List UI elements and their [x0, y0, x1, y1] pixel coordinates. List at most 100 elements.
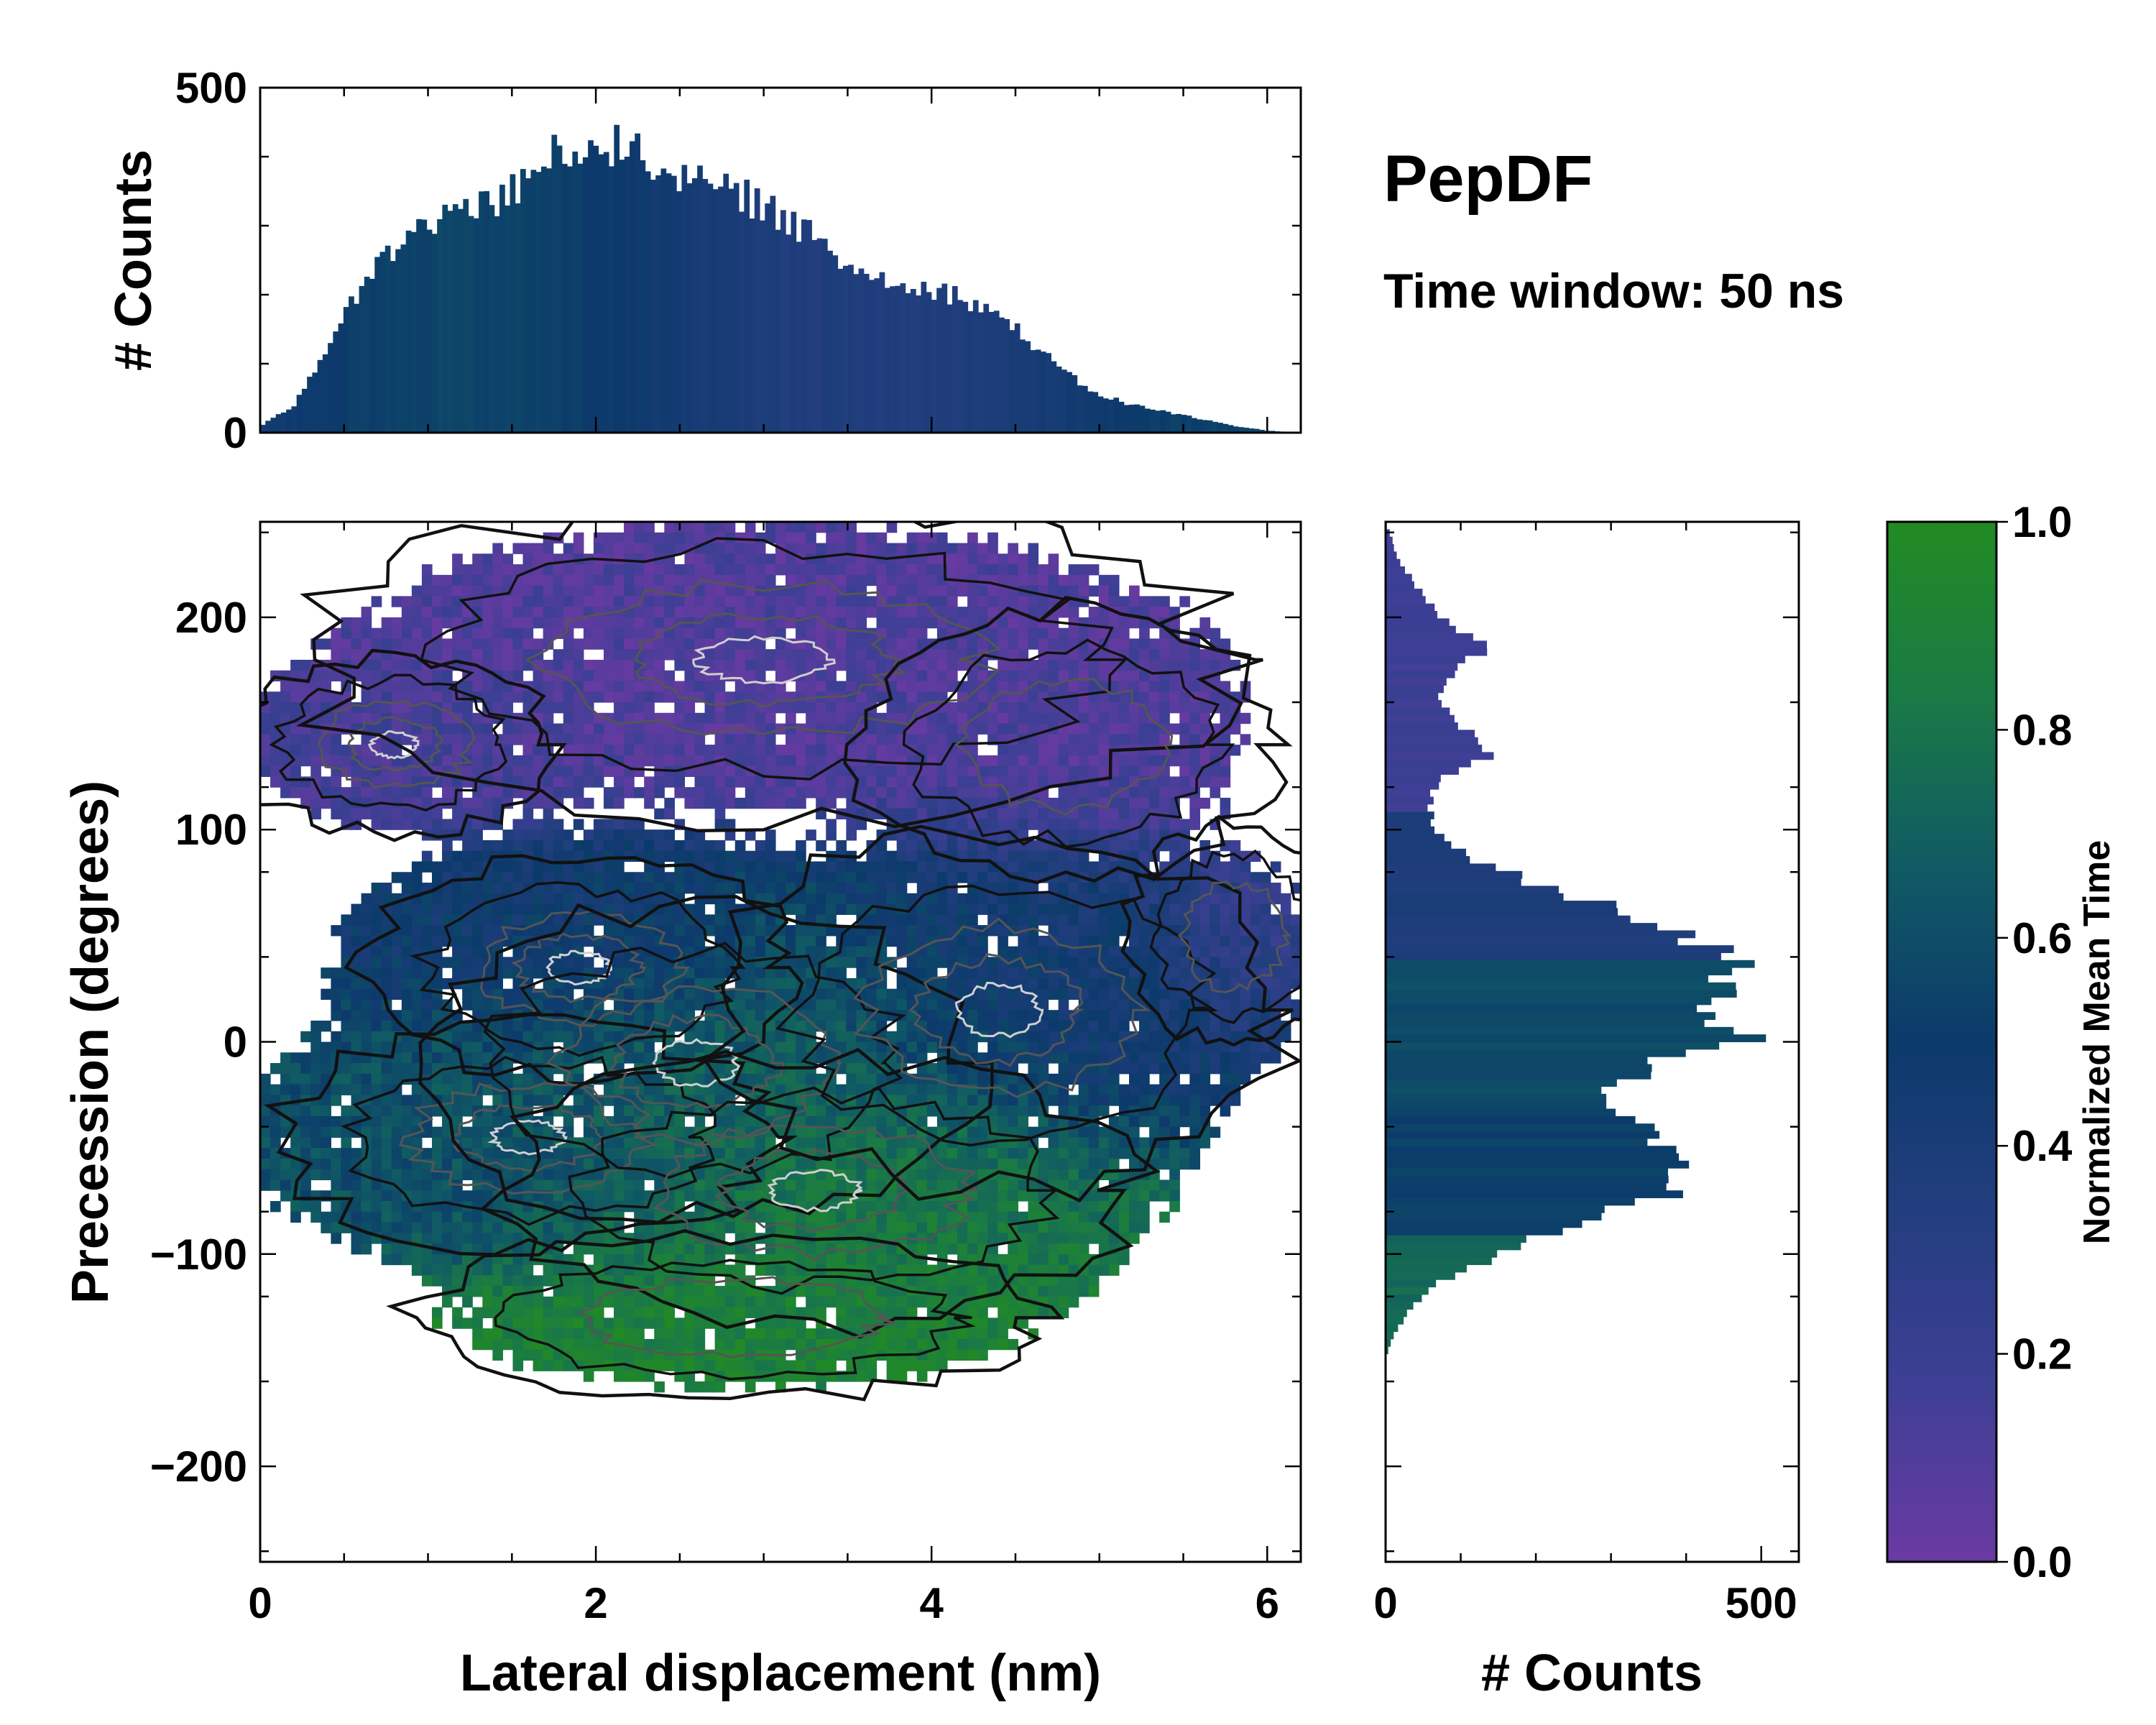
- heatmap-cell: [846, 1116, 857, 1128]
- heatmap-cell: [563, 1031, 574, 1043]
- heatmap-cell: [543, 691, 554, 703]
- heatmap-cell: [310, 1031, 321, 1043]
- heatmap-cell: [462, 829, 473, 841]
- heatmap-cell: [846, 638, 857, 650]
- heatmap-cell: [512, 840, 524, 852]
- top-histogram-bar: [848, 264, 854, 433]
- heatmap-cell: [1240, 999, 1251, 1011]
- heatmap-cell: [543, 829, 554, 841]
- heatmap-cell: [533, 840, 544, 852]
- heatmap-cell: [341, 649, 352, 661]
- heatmap-cell: [462, 649, 473, 661]
- heatmap-cell: [573, 893, 584, 905]
- heatmap-cell: [371, 745, 382, 756]
- heatmap-cell: [563, 681, 574, 692]
- heatmap-cell: [1189, 1052, 1201, 1064]
- heatmap-cell: [836, 999, 847, 1011]
- heatmap-cell: [563, 776, 574, 788]
- heatmap-cell: [967, 723, 978, 735]
- top-histogram-bar: [1102, 398, 1109, 433]
- heatmap-cell: [664, 712, 675, 724]
- top-histogram-bar: [1238, 427, 1244, 433]
- heatmap-cell: [967, 861, 978, 873]
- heatmap-cell: [664, 914, 675, 926]
- heatmap-cell: [1179, 1095, 1190, 1106]
- heatmap-cell: [1038, 967, 1049, 979]
- top-histogram-bar: [993, 310, 1000, 433]
- heatmap-cell: [796, 745, 806, 756]
- heatmap-cell: [806, 893, 816, 905]
- heatmap-cell: [806, 681, 816, 692]
- heatmap-cell: [745, 861, 756, 873]
- heatmap-cell: [896, 914, 908, 926]
- top-histogram-bar: [410, 231, 417, 433]
- heatmap-cell: [684, 681, 696, 692]
- heatmap-cell: [786, 702, 796, 714]
- heatmap-cell: [694, 723, 706, 735]
- heatmap-cell: [563, 638, 574, 650]
- heatmap-cell: [492, 543, 503, 554]
- heatmap-cell: [926, 787, 938, 799]
- heatmap-cell: [826, 1084, 837, 1095]
- heatmap-cell: [967, 957, 978, 968]
- heatmap-cell: [583, 723, 594, 735]
- heatmap-cell: [674, 564, 686, 576]
- top-histogram-bar: [702, 178, 709, 433]
- heatmap-cell: [533, 861, 544, 873]
- heatmap-cell: [1139, 957, 1150, 968]
- heatmap-cell: [593, 596, 604, 607]
- heatmap-cell: [351, 1063, 362, 1075]
- heatmap-cell: [1118, 872, 1130, 883]
- heatmap-cell: [583, 585, 594, 597]
- heatmap-cell: [1038, 988, 1049, 1000]
- heatmap-cell: [745, 670, 756, 682]
- heatmap-cell: [765, 745, 776, 756]
- heatmap-cell: [765, 999, 776, 1011]
- heatmap-cell: [1038, 999, 1049, 1011]
- heatmap-cell: [957, 978, 968, 990]
- heatmap-cell: [846, 957, 857, 968]
- heatmap-cell: [310, 765, 321, 777]
- heatmap-cell: [563, 1052, 574, 1064]
- top-histogram-bar: [1207, 420, 1213, 433]
- heatmap-cell: [341, 1105, 352, 1117]
- heatmap-cell: [846, 649, 857, 661]
- heatmap-cell: [381, 893, 392, 905]
- heatmap-cell: [906, 734, 918, 745]
- heatmap-cell: [371, 691, 382, 703]
- heatmap-cell: [836, 522, 847, 533]
- heatmap-cell: [603, 1031, 614, 1043]
- heatmap-cell: [522, 808, 534, 820]
- heatmap-cell: [896, 607, 908, 618]
- heatmap-cell: [391, 1105, 402, 1117]
- heatmap-cell: [452, 745, 463, 756]
- heatmap-cell: [694, 532, 706, 544]
- heatmap-cell: [714, 1116, 726, 1128]
- heatmap-cell: [734, 861, 746, 873]
- heatmap-cell: [1098, 1105, 1110, 1117]
- heatmap-cell: [492, 883, 503, 894]
- heatmap-cell: [462, 638, 473, 650]
- heatmap-cell: [1048, 914, 1059, 926]
- heatmap-cell: [1149, 691, 1160, 703]
- heatmap-cell: [573, 840, 584, 852]
- heatmap-cell: [856, 702, 867, 714]
- heatmap-cell: [1018, 627, 1029, 640]
- top-histogram-bar: [1020, 339, 1026, 433]
- heatmap-cell: [1108, 1010, 1120, 1021]
- heatmap-cell: [664, 691, 675, 703]
- heatmap-cell: [796, 702, 806, 714]
- heatmap-cell: [614, 1084, 625, 1095]
- heatmap-cell: [775, 883, 786, 894]
- heatmap-cell: [522, 1020, 534, 1032]
- heatmap-cell: [624, 670, 635, 682]
- heatmap-cell: [1108, 925, 1120, 937]
- heatmap-cell: [1139, 734, 1150, 745]
- heatmap-cell: [634, 819, 645, 830]
- heatmap-cell: [694, 691, 706, 703]
- heatmap-cell: [876, 903, 888, 915]
- heatmap-cell: [603, 850, 614, 862]
- heatmap-cell: [1098, 712, 1110, 724]
- heatmap-cell: [936, 914, 948, 926]
- heatmap-cell: [1008, 967, 1018, 979]
